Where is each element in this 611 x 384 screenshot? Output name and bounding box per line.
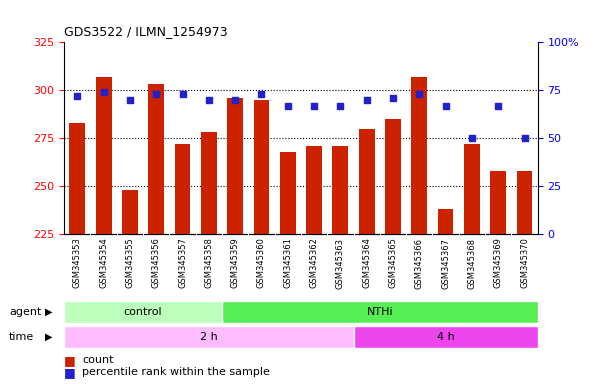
Point bbox=[362, 97, 371, 103]
Text: ■: ■ bbox=[64, 354, 76, 367]
Text: GSM345366: GSM345366 bbox=[415, 237, 424, 288]
Text: agent: agent bbox=[9, 307, 42, 317]
Point bbox=[467, 135, 477, 141]
Point bbox=[388, 95, 398, 101]
Bar bbox=[175, 144, 191, 234]
Text: GSM345359: GSM345359 bbox=[230, 237, 240, 288]
Bar bbox=[490, 171, 506, 234]
Bar bbox=[517, 171, 532, 234]
Bar bbox=[354, 326, 538, 348]
Bar bbox=[222, 301, 538, 323]
Text: GSM345353: GSM345353 bbox=[73, 237, 82, 288]
Text: GSM345364: GSM345364 bbox=[362, 237, 371, 288]
Text: GSM345369: GSM345369 bbox=[494, 237, 503, 288]
Point bbox=[73, 93, 82, 99]
Text: ■: ■ bbox=[64, 366, 76, 379]
Bar bbox=[201, 132, 217, 234]
Bar bbox=[385, 119, 401, 234]
Text: ▶: ▶ bbox=[45, 332, 53, 342]
Bar bbox=[332, 146, 348, 234]
Bar bbox=[227, 98, 243, 234]
Point bbox=[441, 103, 450, 109]
Text: GSM345360: GSM345360 bbox=[257, 237, 266, 288]
Text: GSM345361: GSM345361 bbox=[284, 237, 292, 288]
Point bbox=[519, 135, 529, 141]
Bar bbox=[70, 123, 85, 234]
Text: control: control bbox=[124, 307, 163, 317]
Bar bbox=[64, 301, 222, 323]
Point bbox=[335, 103, 345, 109]
Point bbox=[125, 97, 135, 103]
Text: time: time bbox=[9, 332, 34, 342]
Text: ▶: ▶ bbox=[45, 307, 53, 317]
Point bbox=[257, 91, 266, 97]
Point bbox=[99, 89, 109, 95]
Text: GSM345354: GSM345354 bbox=[99, 237, 108, 288]
Point bbox=[230, 97, 240, 103]
Text: 2 h: 2 h bbox=[200, 332, 218, 342]
Text: GDS3522 / ILMN_1254973: GDS3522 / ILMN_1254973 bbox=[64, 25, 228, 38]
Text: GSM345355: GSM345355 bbox=[125, 237, 134, 288]
Bar bbox=[464, 144, 480, 234]
Point bbox=[309, 103, 319, 109]
Text: GSM345370: GSM345370 bbox=[520, 237, 529, 288]
Bar bbox=[254, 100, 269, 234]
Point bbox=[414, 91, 424, 97]
Point bbox=[178, 91, 188, 97]
Text: count: count bbox=[82, 355, 114, 365]
Point bbox=[493, 103, 503, 109]
Text: GSM345356: GSM345356 bbox=[152, 237, 161, 288]
Text: GSM345362: GSM345362 bbox=[310, 237, 318, 288]
Point bbox=[204, 97, 214, 103]
Text: GSM345358: GSM345358 bbox=[204, 237, 213, 288]
Text: NTHi: NTHi bbox=[367, 307, 393, 317]
Point bbox=[283, 103, 293, 109]
Text: 4 h: 4 h bbox=[437, 332, 455, 342]
Point bbox=[152, 91, 161, 97]
Text: GSM345363: GSM345363 bbox=[336, 237, 345, 288]
Bar bbox=[148, 84, 164, 234]
Text: GSM345368: GSM345368 bbox=[467, 237, 477, 288]
Bar bbox=[411, 77, 427, 234]
Text: GSM345357: GSM345357 bbox=[178, 237, 187, 288]
Bar bbox=[306, 146, 322, 234]
Bar bbox=[359, 129, 375, 234]
Text: GSM345367: GSM345367 bbox=[441, 237, 450, 288]
Bar bbox=[280, 152, 296, 234]
Text: GSM345365: GSM345365 bbox=[389, 237, 398, 288]
Bar bbox=[122, 190, 138, 234]
Bar bbox=[64, 326, 354, 348]
Bar bbox=[437, 209, 453, 234]
Bar bbox=[96, 77, 111, 234]
Text: percentile rank within the sample: percentile rank within the sample bbox=[82, 367, 270, 377]
